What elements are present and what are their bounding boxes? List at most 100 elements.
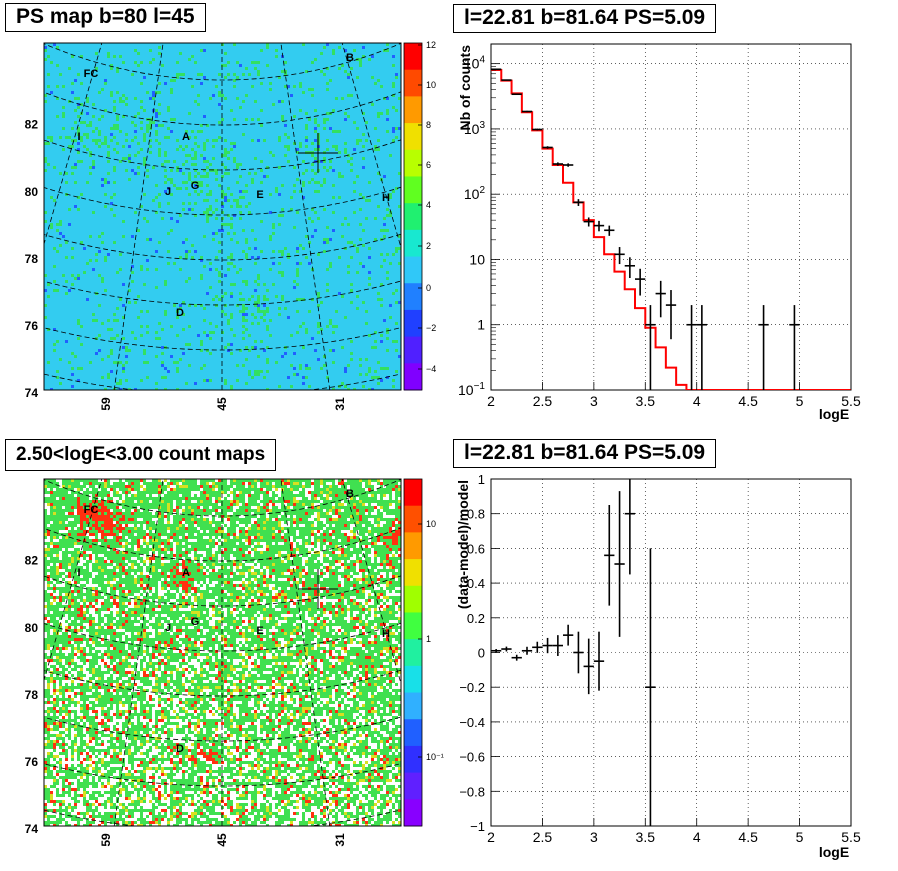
longitude-line <box>113 43 164 390</box>
spectrum-data-point <box>501 79 512 81</box>
palette-band <box>404 96 422 124</box>
spectrum-data-point <box>532 128 543 131</box>
palette-band <box>404 505 422 533</box>
palette-tick-label: 0 <box>426 283 431 293</box>
x-tick-label: 45 <box>215 833 229 847</box>
residual-data-point <box>501 646 512 652</box>
palette-band <box>404 176 422 204</box>
source-label: J <box>165 622 171 634</box>
y-tick-label: 0.8 <box>467 507 485 522</box>
spectrum-grid <box>491 44 851 390</box>
longitude-line <box>113 479 164 826</box>
palette-tick-label: −4 <box>426 364 436 374</box>
ps-map-title: PS map b=80 l=45 <box>5 3 206 32</box>
ps-map-heatmap <box>44 43 401 390</box>
source-label: A <box>182 567 190 579</box>
spectrum-x-label: logE <box>819 406 849 422</box>
source-label: B <box>346 52 354 64</box>
spectrum-data-point <box>635 268 646 296</box>
palette-tick-label: 10 <box>426 80 436 90</box>
spectrum-data-point <box>491 68 502 71</box>
x-tick-label: 2 <box>487 393 495 409</box>
palette-band <box>404 69 422 97</box>
palette-band <box>404 149 422 177</box>
residual-data-point <box>563 624 574 646</box>
x-tick-label: 2 <box>487 829 495 845</box>
heatmap-high-cells <box>44 43 401 390</box>
latitude-line <box>44 479 401 517</box>
spectrum-data-point <box>696 305 707 390</box>
y-tick-label: −0.8 <box>459 784 485 799</box>
residual-data-point <box>624 479 635 575</box>
palette-band <box>404 559 422 587</box>
palette-band <box>404 665 422 694</box>
x-tick-label: 4.5 <box>738 829 758 845</box>
residual-y-label: (data-model)/model <box>455 480 471 609</box>
palette-band <box>404 612 422 640</box>
x-tick-label: 5.5 <box>841 393 861 409</box>
count-map-frame <box>43 478 402 827</box>
longitude-line <box>280 43 331 390</box>
count-map-source-labels: FC B I A J G E H D <box>77 488 390 755</box>
ps-map-panel: FC B I A J G E H D 12 10 8 6 4 2 0 −2 −4 82 80 78 76 74 59 45 3… <box>25 40 437 411</box>
y-tick-label: 102 <box>464 185 486 202</box>
residual-data-point <box>491 649 502 653</box>
palette-band <box>404 719 422 747</box>
residual-data-point <box>532 641 543 653</box>
palette-tick-label: 10 <box>426 519 436 529</box>
spectrum-data-point <box>583 217 594 227</box>
ps-map-source-labels: FC B I A J G E H D <box>77 52 390 319</box>
y-tick-label: 76 <box>25 319 39 333</box>
residual-axes: 2 2.5 3 3.5 4 4.5 5 5.5 −1 −0.8 −0.6 −0.4 −0.2 0 0.2 0.… <box>459 472 861 845</box>
palette-band <box>404 43 422 71</box>
palette-band <box>404 692 422 720</box>
spectrum-data-point <box>665 290 677 340</box>
longitude-line <box>280 479 331 826</box>
x-tick-label: 5 <box>796 829 804 845</box>
palette-band <box>404 479 422 507</box>
x-tick-label: 45 <box>215 397 229 411</box>
spectrum-data-point <box>645 305 656 390</box>
palette-band <box>404 256 422 284</box>
source-label: FC <box>84 504 99 516</box>
count-map-axes: 82 80 78 76 74 59 45 31 <box>25 554 347 847</box>
x-tick-label: 4.5 <box>738 393 758 409</box>
source-label: H <box>382 628 390 640</box>
y-tick-label: 82 <box>25 118 39 132</box>
spectrum-data-point <box>686 305 697 390</box>
x-tick-label: 31 <box>333 833 347 847</box>
x-tick-label: 2.5 <box>533 393 553 409</box>
spectrum-data-point <box>511 93 522 96</box>
spectrum-data-point <box>624 257 635 278</box>
y-tick-label: −0.2 <box>459 680 485 695</box>
count-map-heatmap <box>44 479 401 826</box>
y-tick-label: 74 <box>25 822 39 836</box>
palette-band <box>404 799 422 827</box>
x-tick-label: 3.5 <box>636 829 656 845</box>
palette-band <box>404 229 422 258</box>
source-label: G <box>191 180 200 192</box>
source-label: I <box>77 567 80 579</box>
residual-data-point <box>604 505 615 606</box>
palette-band <box>404 123 422 151</box>
y-tick-label: 0.2 <box>467 611 485 626</box>
palette-band <box>404 309 422 338</box>
spectrum-data-point <box>614 247 625 265</box>
palette-band <box>404 639 422 667</box>
x-tick-label: 4 <box>693 393 701 409</box>
residual-panel: 2 2.5 3 3.5 4 4.5 5 5.5 −1 −0.8 −0.6 −0.4 −0.2 0 0.2 0.… <box>455 472 861 860</box>
y-tick-label: 78 <box>25 252 39 266</box>
spectrum-data-point <box>593 220 605 232</box>
y-tick-label: 10 <box>469 251 485 267</box>
source-label: A <box>182 131 190 143</box>
y-tick-label: 0.6 <box>467 541 485 556</box>
x-tick-label: 59 <box>99 833 113 847</box>
residual-data-point <box>521 646 533 655</box>
x-tick-label: 2.5 <box>533 829 553 845</box>
residual-x-label: logE <box>819 844 849 860</box>
heatmap-mid-cells <box>44 479 401 826</box>
